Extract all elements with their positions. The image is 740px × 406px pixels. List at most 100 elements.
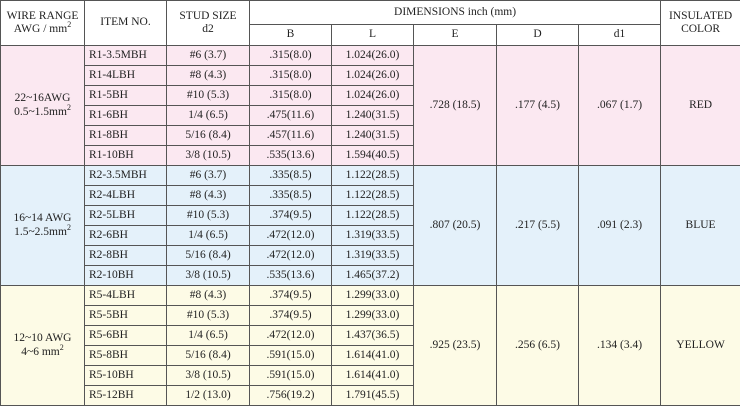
table-row: R2-5LBH #10 (5.3) .374(9.5) 1.122(28.5) [1, 205, 740, 226]
dim-d-cell: .217 (5.5) [496, 165, 579, 286]
stud-size-cell: 1/4 (6.5) [166, 325, 250, 346]
dim-l-cell: 1.614(41.0) [331, 345, 414, 366]
wire-range-line2-text: 4~6 mm [21, 345, 60, 358]
table-row: R5-10BH 3/8 (10.5) .591(15.0) 1.614(41.0) [1, 365, 740, 386]
stud-size-cell: 3/8 (10.5) [166, 265, 250, 286]
stud-size-cell: #10 (5.3) [166, 205, 250, 226]
header-stud-size-line2: d2 [202, 23, 214, 35]
wire-range-line1: 12~10 AWG [13, 332, 72, 345]
table-row: 12~10 AWG 4~6 mm2 R5-4LBH #8 (4.3) .374(9.5)… [0, 285, 740, 406]
dim-b-cell: .472(12.0) [249, 225, 332, 246]
dim-l-cell: 1.791(45.5) [331, 385, 414, 406]
stud-size-cell: #8 (4.3) [166, 65, 250, 86]
dim-b-cell: .756(19.2) [249, 385, 332, 406]
stud-size-cell: 3/8 (10.5) [166, 365, 250, 386]
dim-b-cell: .535(13.6) [249, 265, 332, 286]
dim-l-cell: 1.437(36.5) [331, 325, 414, 346]
stud-size-cell: 3/8 (10.5) [166, 145, 250, 166]
dim-d-cell: .256 (6.5) [496, 285, 579, 406]
dim-d1-cell: .067 (1.7) [577, 45, 662, 166]
dim-l-cell: 1.240(31.5) [331, 105, 414, 126]
item-no-cell: R5-8BH [84, 345, 167, 366]
item-no-cell: R5-4LBH [84, 285, 167, 306]
dim-l-cell: 1.465(37.2) [331, 265, 414, 286]
stud-size-cell: 1/2 (13.0) [166, 385, 250, 406]
wire-range-line2: 4~6 mm2 [1, 342, 84, 359]
dim-l-cell: 1.122(28.5) [331, 185, 414, 206]
dim-b-cell: .315(8.0) [249, 65, 332, 86]
wire-range-line1: 22~16AWG [14, 92, 71, 105]
dim-b-cell: .315(8.0) [249, 85, 332, 106]
stud-size-cell: #8 (4.3) [166, 285, 250, 306]
dim-b-cell: .315(8.0) [249, 45, 332, 66]
dim-l-cell: 1.122(28.5) [331, 205, 414, 226]
table-row: R1-4LBH #8 (4.3) .315(8.0) 1.024(26.0) [1, 65, 740, 86]
dim-b-cell: .472(12.0) [249, 245, 332, 266]
dim-b-cell: .374(9.5) [249, 305, 332, 326]
header-insulated-line1: INSULATED [668, 9, 733, 22]
dim-b-cell: .591(15.0) [249, 345, 332, 366]
wire-range-sup: 2 [59, 342, 64, 352]
table-row: R1-6BH 1/4 (6.5) .475(11.6) 1.240(31.5) [1, 105, 740, 126]
item-no-cell: R2-6BH [84, 225, 167, 246]
dim-l-cell: 1.122(28.5) [331, 165, 414, 186]
dim-l-cell: 1.024(26.0) [331, 45, 414, 66]
spec-table-body: 22~16AWG 0.5~1.5mm2 R1-3.5MBH #6 (3.7) .315(… [0, 45, 740, 406]
table-row: R5-8BH 5/16 (8.4) .591(15.0) 1.614(41.0) [1, 345, 740, 366]
wire-range-cell: 16~14 AWG 1.5~2.5mm2 [0, 165, 85, 286]
item-no-cell: R2-5LBH [84, 205, 167, 226]
dim-l-cell: 1.614(41.0) [331, 365, 414, 386]
stud-size-cell: #10 (5.3) [166, 305, 250, 326]
header-wire-range-line1: WIRE RANGE [6, 9, 79, 22]
wire-range-cell: 12~10 AWG 4~6 mm2 [0, 285, 85, 406]
item-no-cell: R1-3.5MBH [84, 45, 167, 66]
stud-size-cell: #6 (3.7) [166, 165, 250, 186]
item-no-cell: R5-5BH [84, 305, 167, 326]
item-no-cell: R5-10BH [84, 365, 167, 386]
dim-l-cell: 1.319(33.5) [331, 245, 414, 266]
item-no-cell: R1-10BH [84, 145, 167, 166]
item-no-cell: R1-4LBH [84, 65, 167, 86]
insulated-color-cell: YELLOW [660, 285, 740, 406]
header-insulated-line2: COLOR [681, 23, 721, 35]
item-no-cell: R5-12BH [84, 385, 167, 406]
dim-l-cell: 1.299(33.0) [331, 285, 414, 306]
stud-size-cell: 5/16 (8.4) [166, 345, 250, 366]
header-stud-size: STUD SIZE d2 [166, 0, 250, 46]
item-no-cell: R1-8BH [84, 125, 167, 146]
item-no-cell: R5-6BH [84, 325, 167, 346]
dim-l-cell: 1.594(40.5) [331, 145, 414, 166]
dim-e-cell: .728 (18.5) [413, 45, 497, 166]
dim-d-cell: .177 (4.5) [496, 45, 579, 166]
dim-b-cell: .535(13.6) [249, 145, 332, 166]
dim-b-cell: .374(9.5) [249, 205, 332, 226]
header-insulated-color: INSULATED COLOR [660, 0, 740, 46]
dim-b-cell: .374(9.5) [249, 285, 332, 306]
header-col-d1: d1 [577, 24, 662, 46]
wire-range-line2: 1.5~2.5mm2 [1, 222, 84, 239]
stud-size-cell: #6 (3.7) [166, 45, 250, 66]
stud-size-cell: #10 (5.3) [166, 85, 250, 106]
dim-b-cell: .335(8.5) [249, 185, 332, 206]
stud-size-cell: 1/4 (6.5) [166, 225, 250, 246]
header-item-no: ITEM NO. [84, 0, 167, 46]
header-col-e: E [413, 24, 497, 46]
table-row: R2-6BH 1/4 (6.5) .472(12.0) 1.319(33.5) [1, 225, 740, 246]
stud-size-cell: 5/16 (8.4) [166, 125, 250, 146]
dim-l-cell: 1.024(26.0) [331, 85, 414, 106]
dim-b-cell: .591(15.0) [249, 365, 332, 386]
table-row: 16~14 AWG 1.5~2.5mm2 R2-3.5MBH #6 (3.7) .335… [0, 165, 740, 286]
header-dimensions: DIMENSIONS inch (mm) [248, 0, 662, 25]
table-row: 22~16AWG 0.5~1.5mm2 R1-3.5MBH #6 (3.7) .315(… [0, 45, 740, 166]
insulated-color-cell: BLUE [660, 165, 740, 286]
dim-l-cell: 1.299(33.0) [331, 305, 414, 326]
wire-range-sup: 2 [66, 222, 71, 232]
wire-range-line2: 0.5~1.5mm2 [1, 103, 84, 119]
dim-b-cell: .457(11.6) [249, 125, 332, 146]
table-row: R2-4LBH #8 (4.3) .335(8.5) 1.122(28.5) [1, 185, 740, 206]
table-row: R1-10BH 3/8 (10.5) .535(13.6) 1.594(40.5) [1, 145, 740, 166]
dim-d1-cell: .091 (2.3) [577, 165, 662, 286]
dim-b-cell: .472(12.0) [249, 325, 332, 346]
insulated-color-cell: RED [660, 45, 740, 166]
